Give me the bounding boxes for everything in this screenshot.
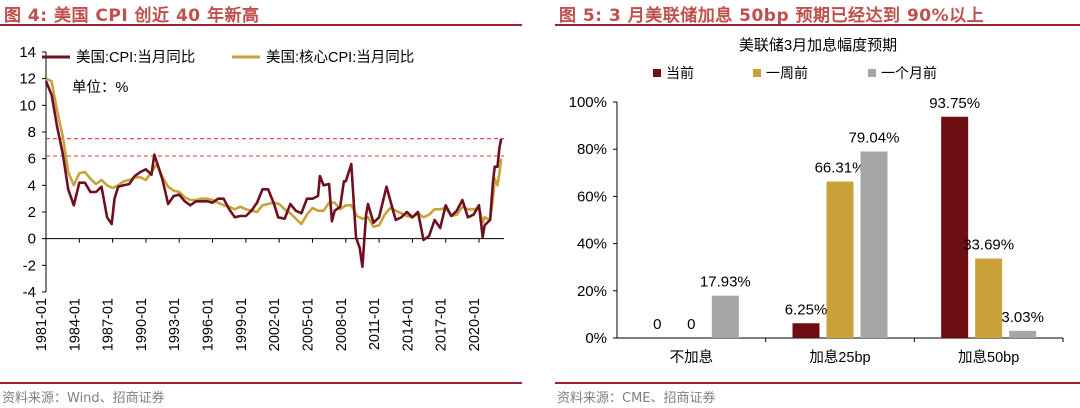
category-label: 加息25bp xyxy=(809,349,870,366)
data-label: 0 xyxy=(687,316,695,333)
legend-label: 一周前 xyxy=(766,65,808,81)
y-tick-label: 8 xyxy=(28,124,36,141)
y-tick-label: 14 xyxy=(19,44,36,61)
y-tick-label: 2 xyxy=(28,204,36,221)
cpi-figure-title: 图 4: 美国 CPI 创近 40 年新高 xyxy=(4,6,260,26)
data-label: 17.93% xyxy=(700,274,751,291)
legend-label: 当前 xyxy=(666,65,694,81)
y-tick-label: 40% xyxy=(577,236,607,253)
x-tick-label: 2008-01 xyxy=(334,298,350,351)
x-tick-label: 1996-01 xyxy=(201,298,217,351)
cpi-title-rule xyxy=(0,24,522,26)
data-label: 33.69% xyxy=(963,236,1014,253)
y-tick-label: -4 xyxy=(23,284,36,301)
fed-source-note: 资料来源：CME、招商证券 xyxy=(557,391,716,406)
fed-figure-title: 图 5: 3 月美联储加息 50bp 预期已经达到 90%以上 xyxy=(559,6,985,26)
y-tick-label: 4 xyxy=(28,177,36,194)
x-tick-label: 2005-01 xyxy=(300,298,316,351)
bar xyxy=(711,295,739,338)
legend-label: 美国:核心CPI:当月同比 xyxy=(266,49,414,66)
bar xyxy=(860,151,888,338)
y-tick-label: 0 xyxy=(28,231,36,248)
y-tick-label: 12 xyxy=(19,71,36,88)
fed-title-rule xyxy=(555,24,1080,26)
y-tick-label: -2 xyxy=(23,257,36,274)
x-tick-label: 1990-01 xyxy=(134,298,150,351)
y-tick-label: 6 xyxy=(28,151,36,168)
y-tick-label: 0% xyxy=(585,330,607,347)
legend-label: 美国:CPI:当月同比 xyxy=(76,49,195,66)
data-label: 93.75% xyxy=(929,95,980,112)
unit-note: 单位：% xyxy=(72,79,128,96)
x-tick-label: 1993-01 xyxy=(167,298,183,351)
y-tick-label: 10 xyxy=(19,97,36,114)
x-tick-label: 1999-01 xyxy=(234,298,250,351)
cpi-source-note: 资料来源：Wind、招商证券 xyxy=(2,391,165,406)
legend-swatch xyxy=(868,69,876,77)
legend-label: 一个月前 xyxy=(881,65,937,81)
data-label: 66.31% xyxy=(815,160,866,177)
x-tick-label: 1981-01 xyxy=(34,298,50,351)
bar xyxy=(941,116,969,338)
category-label: 不加息 xyxy=(670,349,714,366)
x-tick-label: 2002-01 xyxy=(267,298,283,351)
x-tick-label: 2017-01 xyxy=(434,298,450,351)
category-label: 加息50bp xyxy=(958,349,1019,366)
y-tick-label: 20% xyxy=(577,283,607,300)
fed-bottom-rule xyxy=(555,382,1080,384)
y-tick-label: 60% xyxy=(577,188,607,205)
x-tick-label: 2011-01 xyxy=(367,298,383,350)
fed-panel: 图 5: 3 月美联储加息 50bp 预期已经达到 90%以上 美联储3月加息幅… xyxy=(555,0,1080,408)
bar xyxy=(1009,330,1037,338)
legend-swatch xyxy=(753,69,761,77)
bar xyxy=(975,258,1003,338)
data-label: 79.04% xyxy=(849,129,900,146)
legend-swatch xyxy=(653,69,661,77)
chart-title: 美联储3月加息幅度预期 xyxy=(739,37,897,54)
y-tick-label: 100% xyxy=(569,94,607,111)
x-tick-label: 1987-01 xyxy=(101,298,117,351)
cpi-line-chart: -4 -2 0 2 4 6 8 10 12 14 1981-01 1984-01 1987-01 1990… xyxy=(19,44,504,351)
x-tick-label: 2014-01 xyxy=(400,298,416,351)
data-label: 0 xyxy=(653,316,661,333)
series-line-cpi xyxy=(44,80,503,269)
bar xyxy=(826,181,854,338)
cpi-bottom-rule xyxy=(0,382,522,384)
x-tick-label: 1984-01 xyxy=(67,298,83,351)
cpi-panel: 图 4: 美国 CPI 创近 40 年新高 -4 -2 0 2 4 6 8 10 12 14 198… xyxy=(0,0,522,408)
y-tick-label: 80% xyxy=(577,141,607,158)
data-label: 6.25% xyxy=(785,301,828,318)
x-tick-label: 2020-01 xyxy=(467,298,483,351)
data-label: 3.03% xyxy=(1001,309,1044,326)
bar xyxy=(792,323,820,338)
